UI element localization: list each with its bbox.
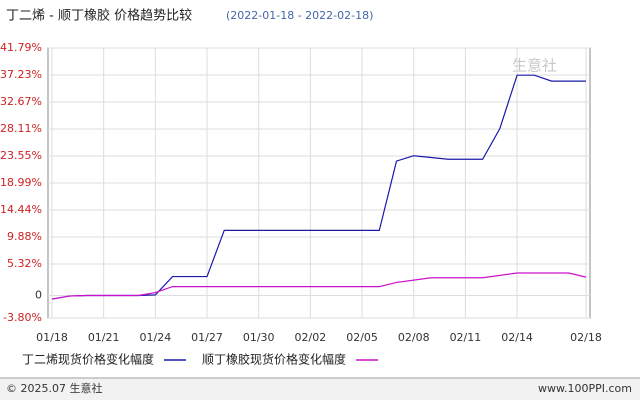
chart-title: 丁二烯 - 顺丁橡胶 价格趋势比较 [6, 8, 192, 24]
x-tick-label: 02/08 [398, 331, 430, 344]
x-tick-label: 01/24 [140, 331, 172, 344]
watermark: 生意社 [512, 57, 557, 75]
x-tick-label: 01/18 [36, 331, 68, 344]
y-tick-label: 0 [35, 288, 42, 301]
x-tick-label: 02/02 [295, 331, 327, 344]
x-tick-label: 01/30 [243, 331, 275, 344]
y-tick-label: 18.99% [0, 176, 42, 189]
y-tick-label: 32.67% [0, 95, 42, 108]
x-tick-label: 02/14 [501, 331, 533, 344]
footer-right: www.100PPI.com [538, 382, 632, 395]
y-tick-label: 23.55% [0, 149, 42, 162]
y-tick-label: -3.80% [3, 311, 42, 324]
x-tick-label: 01/27 [191, 331, 223, 344]
chart-subtitle: (2022-01-18 - 2022-02-18) [226, 9, 373, 22]
x-tick-label: 02/11 [450, 331, 482, 344]
x-tick-label: 02/18 [570, 331, 602, 344]
x-tick-label: 01/21 [88, 331, 120, 344]
legend-label: 顺丁橡胶现货价格变化幅度 [202, 352, 346, 367]
y-tick-label: 9.88% [7, 230, 42, 243]
y-tick-label: 14.44% [0, 203, 42, 216]
series-line [51, 272, 587, 300]
footer-left: © 2025.07 生意社 [6, 381, 102, 395]
y-tick-label: 28.11% [0, 122, 42, 135]
footer-band [0, 379, 640, 400]
y-tick-label: 5.32% [7, 257, 42, 270]
y-tick-label: 37.23% [0, 68, 42, 81]
x-tick-label: 02/05 [346, 331, 378, 344]
legend-label: 丁二烯现货价格变化幅度 [22, 352, 154, 367]
y-tick-label: 41.79% [0, 41, 42, 54]
